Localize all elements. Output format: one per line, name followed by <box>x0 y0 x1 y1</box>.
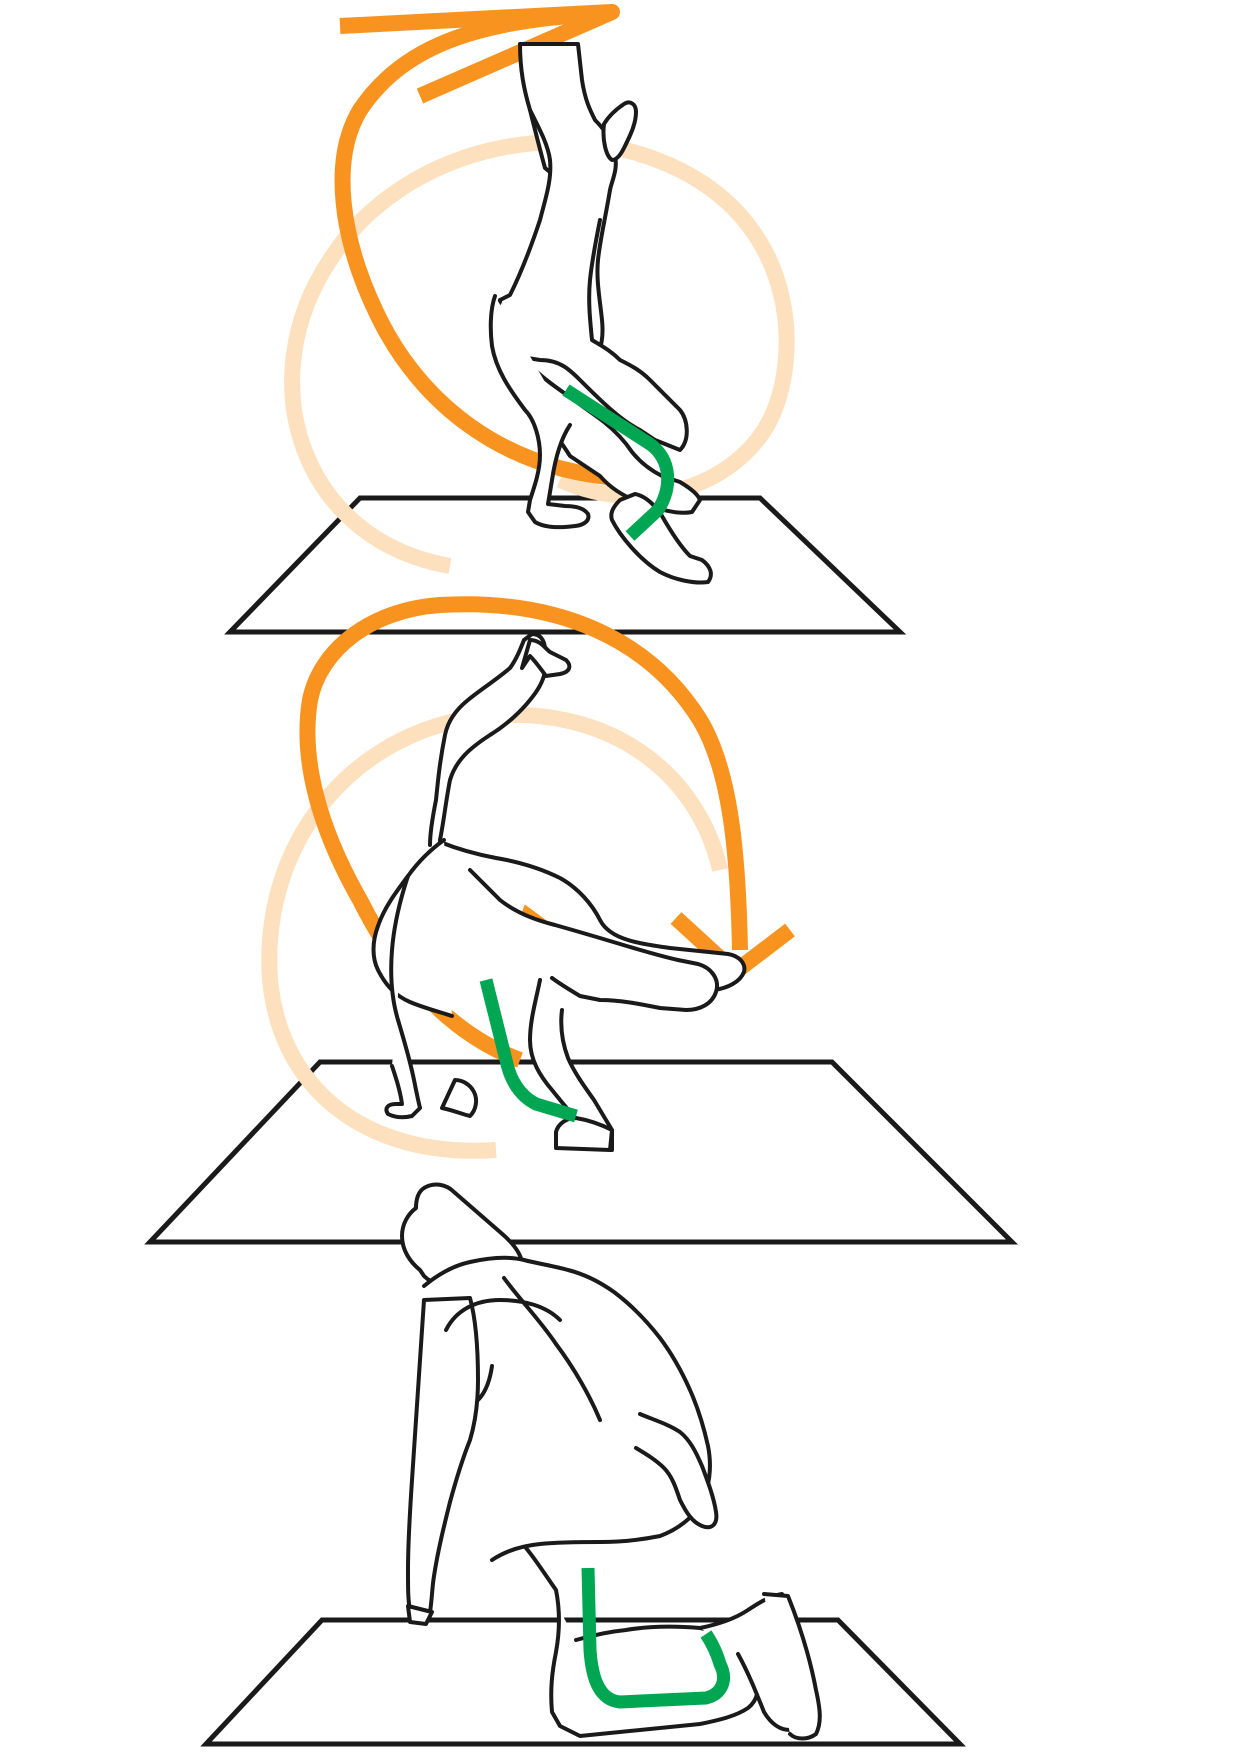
panel-2-top-foot <box>520 638 572 678</box>
panel-3-left-hand <box>406 1604 434 1626</box>
panel-3 <box>200 1182 966 1747</box>
panel-1-floor-shoe <box>609 492 713 585</box>
panel-2-floor <box>144 1059 1019 1245</box>
panel-2-support-leg-line <box>479 978 578 1123</box>
panel-2-support-arm <box>384 874 422 1120</box>
panel-1-arrowhead-icon <box>339 4 620 104</box>
panel-1 <box>224 4 907 635</box>
panel-2 <box>144 596 1019 1245</box>
panel-3-kneel-leg-line <box>581 1567 730 1709</box>
panel-2-swing-circle <box>261 706 728 1159</box>
panel-2-back <box>371 838 454 1018</box>
panel-2-rotation-arc <box>299 596 748 1068</box>
panel-2-floor-shoe <box>554 1116 614 1152</box>
panel-3-torso <box>422 1255 712 1562</box>
panel-1-dancer <box>488 42 713 585</box>
panel-3-back-shoe <box>762 1592 822 1741</box>
panel-1-support-arm <box>488 294 591 530</box>
panel-3-thigh <box>524 1546 760 1738</box>
panel-2-dancer <box>371 632 747 1152</box>
panel-3-right-arm <box>634 1412 719 1530</box>
panel-2-hand <box>440 1078 479 1118</box>
panel-1-swing-circle <box>284 134 795 574</box>
panel-2-extended-leg <box>468 868 719 1012</box>
panel-3-collar-line <box>444 1298 562 1332</box>
panel-2-raised-leg <box>428 632 547 847</box>
panel-1-kick-arc <box>334 6 621 486</box>
panel-1-top-foot <box>601 100 638 162</box>
panel-3-left-arm <box>406 1296 480 1614</box>
panel-3-hood-line <box>476 1276 602 1422</box>
panel-1-support-leg-line <box>562 384 675 541</box>
panel-3-dancer <box>400 1182 822 1741</box>
